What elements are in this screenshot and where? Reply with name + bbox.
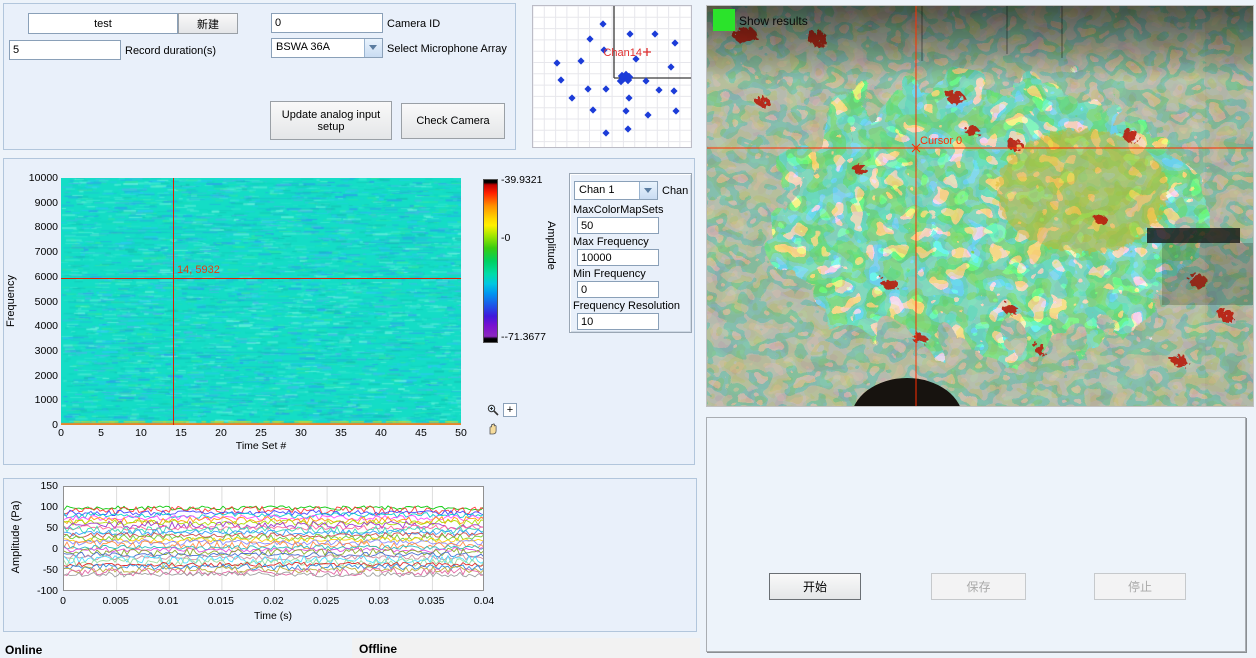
waveform-plot[interactable] — [63, 486, 484, 591]
zoom-tool-icon[interactable] — [486, 403, 501, 418]
mic-array-scatter: Chan14 — [533, 6, 691, 147]
spectrogram-cursor-readout: 14, 5932 — [177, 264, 220, 276]
svg-text:Chan14: Chan14 — [603, 47, 642, 59]
max-frequency-input[interactable] — [577, 249, 659, 266]
min-frequency-input[interactable] — [577, 281, 659, 298]
spectrogram-ylabel: Frequency — [5, 261, 17, 341]
spectrogram-plot[interactable] — [61, 178, 461, 425]
frequency-resolution-label: Frequency Resolution — [573, 300, 680, 312]
colorbar-max-label: -39.9321 — [501, 174, 542, 186]
colorbar-zero-label: -0 — [501, 232, 510, 244]
new-project-button[interactable]: 新建 — [178, 13, 238, 34]
colorbar-axis-label: Amplitude — [545, 221, 557, 270]
waveform-panel: Amplitude (Pa) 150100500-50-100 00.0050.… — [3, 478, 697, 632]
acoustic-heatmap-image — [707, 6, 1253, 406]
offline-status-label: Offline — [359, 642, 397, 656]
channel-label: Chan — [662, 185, 688, 197]
update-analog-input-button[interactable]: Update analog input setup — [270, 101, 392, 140]
camera-id-input[interactable] — [271, 13, 383, 33]
mic-array-value: BSWA 36A — [276, 41, 330, 53]
channel-dropdown[interactable]: Chan 1 — [574, 181, 658, 200]
show-results-led[interactable] — [713, 9, 735, 31]
max-colormap-label: MaxColorMapSets — [573, 204, 663, 216]
save-button[interactable]: 保存 — [931, 573, 1026, 600]
camera-id-label: Camera ID — [387, 18, 440, 30]
max-colormap-input[interactable] — [577, 217, 659, 234]
mic-array-dropdown[interactable]: BSWA 36A — [271, 38, 383, 58]
setup-panel: 新建 Record duration(s) Camera ID BSWA 36A… — [3, 3, 516, 150]
record-duration-label: Record duration(s) — [125, 45, 216, 57]
offline-status-bar: Offline — [352, 638, 700, 658]
online-status-label: Online — [5, 643, 42, 657]
mic-array-label: Select Microphone Array — [387, 43, 507, 55]
camera-view[interactable]: Show results Cursor 0 — [706, 5, 1254, 407]
mic-array-plot[interactable]: Chan14 — [532, 5, 692, 148]
spectrogram-panel: Frequency 100009000800070006000500040003… — [3, 158, 695, 465]
max-frequency-label: Max Frequency — [573, 236, 649, 248]
waveform-xlabel: Time (s) — [243, 610, 303, 622]
check-camera-button[interactable]: Check Camera — [401, 103, 505, 139]
frequency-resolution-input[interactable] — [577, 313, 659, 330]
colorbar-min-label: --71.3677 — [501, 331, 546, 343]
channel-value: Chan 1 — [579, 184, 614, 196]
waveform-ylabel: Amplitude (Pa) — [10, 487, 22, 587]
chevron-down-icon[interactable] — [364, 39, 382, 57]
app-window: 新建 Record duration(s) Camera ID BSWA 36A… — [0, 0, 1256, 658]
action-panel: 开始 保存 停止 — [706, 417, 1246, 652]
spectrogram-cursor-hline[interactable] — [61, 278, 461, 279]
chevron-down-icon[interactable] — [639, 182, 657, 199]
spectrogram-cursor-vline[interactable] — [173, 178, 174, 425]
colorbar — [483, 179, 498, 343]
start-button[interactable]: 开始 — [769, 573, 861, 600]
camera-cursor-readout[interactable]: Cursor 0 — [920, 135, 962, 147]
project-name-input[interactable] — [28, 13, 178, 34]
min-frequency-label: Min Frequency — [573, 268, 646, 280]
pan-hand-icon[interactable] — [486, 421, 501, 436]
record-duration-input[interactable] — [9, 40, 121, 60]
stop-button[interactable]: 停止 — [1094, 573, 1186, 600]
spectrogram-xlabel: Time Set # — [201, 440, 321, 452]
show-results-label: Show results — [739, 14, 808, 28]
analysis-controls-panel: Chan 1 Chan MaxColorMapSets Max Frequenc… — [569, 173, 692, 333]
zoom-mode-box-icon[interactable]: + — [503, 403, 517, 417]
